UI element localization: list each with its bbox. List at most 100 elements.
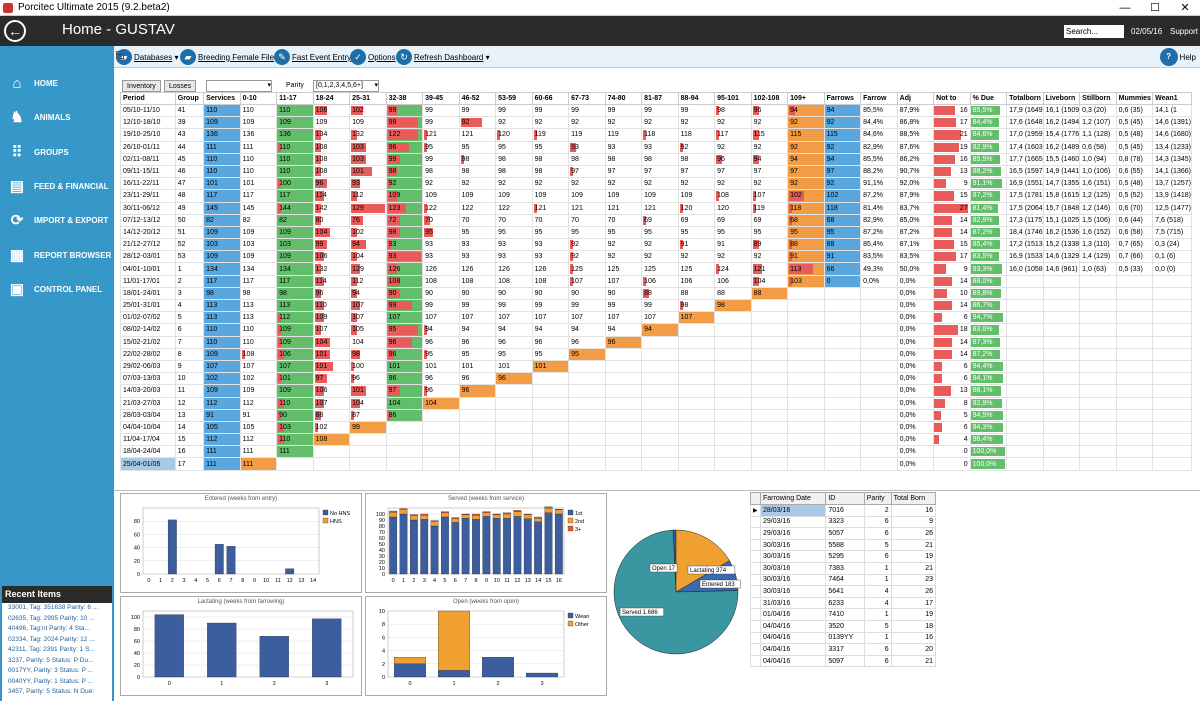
- table-row[interactable]: 28/12-03/01 53 109 109 109 106 104 93 93 93 93 93 92…: [120, 250, 1192, 264]
- sidebar-item-import-export[interactable]: ⟳ IMPORT & EXPORT: [0, 205, 114, 235]
- column-header[interactable]: 81-87: [641, 92, 679, 105]
- column-header[interactable]: 109+: [787, 92, 825, 105]
- column-header[interactable]: Parity: [863, 492, 892, 505]
- column-header[interactable]: 53-59: [495, 92, 533, 105]
- table-row[interactable]: 14/03-20/03 11 109 109 109 106 101 97 96 96 0,0% 13…: [120, 384, 1192, 398]
- sidebar-item-feed[interactable]: ▤ FEED & FINANCIAL: [0, 171, 114, 201]
- table-row[interactable]: 04/04-10/04 14 105 105 103 102 99 0,0% 6 94,3%: [120, 420, 1192, 435]
- table-row[interactable]: 12/10-18/10 39 109 109 109 109 109 99 99 92 92 92 92…: [120, 116, 1192, 130]
- column-header[interactable]: Period: [120, 92, 176, 105]
- table-row[interactable]: 05/10-11/10 41 110 110 110 106 102 99 99 99 99 99 99…: [120, 103, 1192, 118]
- table-row[interactable]: 28/03-03/04 13 91 91 90 88 87 86 0,0% 5 94,5%: [120, 408, 1192, 422]
- column-header[interactable]: Stillborn: [1079, 92, 1117, 105]
- column-header[interactable]: 102-108: [750, 92, 789, 105]
- sidebar-item-home[interactable]: ⌂ HOME: [0, 68, 114, 98]
- column-header[interactable]: 32-38: [385, 92, 424, 105]
- column-header[interactable]: 0-10: [239, 92, 278, 105]
- recent-item[interactable]: 0040YY, Parity: 1 Status: P ...: [8, 677, 94, 685]
- search-input[interactable]: Search...: [1064, 25, 1124, 38]
- column-header[interactable]: Liveborn: [1042, 92, 1081, 105]
- table-row[interactable]: 30/03/16 5295 6 19: [750, 550, 937, 563]
- close-button[interactable]: ✕: [1180, 2, 1190, 14]
- table-row[interactable]: 08/02-14/02 6 110 110 109 107 105 95 94 94 94 94 94 9…: [120, 323, 1192, 337]
- column-header[interactable]: Totalborn: [1006, 92, 1044, 105]
- support-link[interactable]: Support: [1170, 27, 1199, 36]
- table-row[interactable]: 25/01-31/01 4 113 113 113 110 107 99 99 99 99 99 99 9…: [120, 298, 1192, 313]
- column-header[interactable]: 11-17: [276, 92, 314, 105]
- table-row[interactable]: 19/10-25/10 43 136 136 136 134 132 122 121 121 120…: [120, 128, 1192, 142]
- tab-inventory[interactable]: Inventory: [122, 80, 161, 92]
- column-header[interactable]: 88-94: [677, 92, 716, 105]
- breeding-female-file-button[interactable]: ▰Breeding Female File ▾: [180, 48, 280, 66]
- table-row[interactable]: 11/04-17/04 15 112 112 110 108 0,0% 4 96,4%: [120, 433, 1192, 447]
- recent-item[interactable]: 42311, Tag: 2391 Parity: 1 S...: [8, 646, 95, 653]
- fast-event-entry-button[interactable]: ✎Fast Event Entry ▾: [274, 48, 357, 66]
- recent-item[interactable]: 40496, Tag:nt Parity: 4 Sta...: [8, 625, 90, 632]
- table-row[interactable]: 01/04/16 7410 1 19: [750, 608, 937, 621]
- column-header[interactable]: Farrowing Date: [759, 492, 827, 505]
- table-row[interactable]: 25/04-01/05 17 111 111 0,0% 0 100,0%: [120, 457, 1192, 471]
- column-header[interactable]: Mummies: [1115, 92, 1154, 105]
- table-row[interactable]: 07/03-13/03 10 102 102 101 97 96 96 96 96 96 0,0% 6 9…: [120, 372, 1192, 386]
- options-button[interactable]: ✓ Options: [350, 48, 396, 66]
- table-row[interactable]: 02/11-08/11 45 110 110 110 108 103 99 99 98 98 98 98…: [120, 152, 1192, 166]
- table-row[interactable]: 18/01-24/01 3 98 98 98 96 94 90 90 90 90 90 90 90 88 88…: [120, 286, 1192, 301]
- column-header[interactable]: Total Born: [890, 492, 937, 505]
- table-row[interactable]: ▶ 28/03/16 7016 2 16: [750, 504, 937, 517]
- column-header[interactable]: Services: [203, 92, 241, 105]
- recent-item[interactable]: 3237, Parity: 5 Status: P Du...: [8, 656, 94, 664]
- recent-item[interactable]: 02334, Tag: 2024 Parity: 12 ...: [8, 635, 95, 643]
- column-header[interactable]: Not to: [933, 92, 971, 105]
- table-row[interactable]: 31/03/16 6233 4 17: [750, 596, 937, 610]
- table-row[interactable]: 22/02-28/02 8 109 108 106 101 98 96 95 95 95 95 95 0,…: [120, 347, 1192, 361]
- collapse-sidebar-button[interactable]: –: [116, 51, 124, 59]
- recent-item[interactable]: 3457, Parity: 5 Status: N Due:: [8, 688, 94, 695]
- minimize-button[interactable]: —: [1119, 2, 1131, 14]
- column-header[interactable]: 60-66: [531, 92, 570, 105]
- column-header[interactable]: Adj: [896, 92, 935, 105]
- column-header[interactable]: Wean1: [1152, 92, 1192, 105]
- recent-item[interactable]: 33001, Tag: 351638 Parity: 6 ...: [8, 604, 99, 611]
- table-row[interactable]: 04/01-10/01 1 134 134 134 132 129 126 126 126 126 1…: [120, 262, 1192, 276]
- recent-item[interactable]: 0017YY, Parity: 3 Status: P ...: [8, 667, 94, 674]
- sidebar-item-control-panel[interactable]: ▣ CONTROL PANEL: [0, 274, 114, 304]
- column-header[interactable]: Farrows: [823, 92, 862, 105]
- back-icon[interactable]: ←: [4, 20, 26, 42]
- column-header[interactable]: % Due: [969, 92, 1008, 105]
- table-row[interactable]: 01/02-07/02 5 113 113 112 109 107 107 107 107 107 1…: [120, 311, 1192, 325]
- sidebar-item-report-browser[interactable]: ▦ REPORT BROWSER: [0, 240, 114, 270]
- column-header[interactable]: 95-101: [714, 92, 752, 105]
- column-header[interactable]: ID: [825, 492, 865, 505]
- table-row[interactable]: 15/02-21/02 7 110 110 109 104 104 96 96 96 96 96 96 9…: [120, 335, 1192, 349]
- table-row[interactable]: 09/11-15/11 46 110 110 110 108 101 98 98 98 98 98 97…: [120, 164, 1192, 179]
- table-row[interactable]: 04/04/16 0139YY 1 16: [750, 631, 937, 645]
- column-header[interactable]: 46-52: [458, 92, 497, 105]
- table-row[interactable]: 14/12-20/12 51 109 109 109 104 102 98 95 95 95 95 95…: [120, 225, 1192, 240]
- help-button[interactable]: ? Help: [1159, 48, 1196, 66]
- table-row[interactable]: 07/12-13/12 50 82 82 82 80 76 72 70 70 70 70 70 70 69 6…: [120, 213, 1192, 227]
- table-row[interactable]: 11/01-17/01 2 117 117 117 114 112 108 108 108 108 1…: [120, 274, 1192, 288]
- table-row[interactable]: 18/04-24/04 16 111 111 111 0,0% 0 100,0%: [120, 445, 1192, 459]
- column-header[interactable]: Group: [174, 92, 205, 105]
- databases-button[interactable]: ▰ Databases ▾: [116, 48, 179, 66]
- table-row[interactable]: 26/10-01/11 44 111 111 110 108 103 96 95 95 95 95 93…: [120, 140, 1192, 154]
- table-row[interactable]: 29/02-06/03 9 107 107 107 101 100 101 101 101 101 1…: [120, 359, 1192, 374]
- table-row[interactable]: 30/03/16 5641 4 26: [750, 585, 937, 598]
- table-row[interactable]: 21/12-27/12 52 103 103 103 99 94 93 93 93 93 93 92 92…: [120, 238, 1192, 252]
- table-row[interactable]: 04/04/16 3520 5 18: [750, 619, 937, 633]
- table-row[interactable]: 21/03-27/03 12 112 112 110 107 104 104 104 0,0% 8 9…: [120, 396, 1192, 410]
- table-row[interactable]: 30/03/16 7464 1 23: [750, 573, 937, 587]
- table-row[interactable]: 04/04/16 5097 6 21: [750, 654, 937, 668]
- table-row[interactable]: 29/03/16 3323 6 9: [750, 515, 937, 529]
- recent-item[interactable]: 02635, Tag: 2995 Parity: 10 ...: [8, 614, 95, 622]
- table-row[interactable]: 30/11-06/12 49 145 145 144 142 129 123 122 122 122…: [120, 201, 1192, 215]
- refresh-dashboard-button[interactable]: ↻ Refresh Dashboard ▾: [396, 48, 490, 66]
- column-header[interactable]: 67-73: [568, 92, 606, 105]
- table-row[interactable]: 16/11-22/11 47 101 101 100 96 93 92 92 92 92 92 92 92…: [120, 177, 1192, 191]
- table-row[interactable]: 29/03/16 5057 6 26: [750, 527, 937, 540]
- column-header[interactable]: 25-31: [349, 92, 387, 105]
- table-row[interactable]: 04/04/16 3317 6 20: [750, 643, 937, 656]
- tab-losses[interactable]: Losses: [164, 80, 197, 92]
- parity-select[interactable]: [0,1,2,3,4,5,6+] ▾: [313, 80, 379, 92]
- sidebar-item-groups[interactable]: ⠿ GROUPS: [0, 137, 114, 167]
